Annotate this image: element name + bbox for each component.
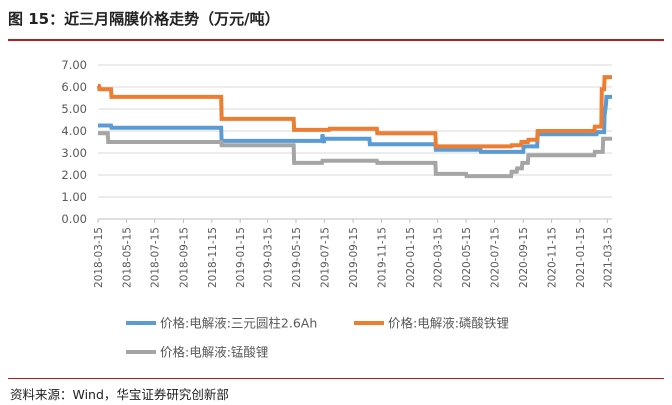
legend-label: 价格:电解液:磷酸铁锂: [388, 316, 509, 331]
x-tick-label: 2020-05-15: [461, 227, 473, 288]
figure-title: 图 15：近三月隔膜价格走势（万元/吨）: [8, 10, 280, 28]
legend-label: 价格:电解液:锰酸锂: [160, 345, 268, 360]
y-axis-ticks: 0.00 1.00 2.00 3.00 4.00 5.00 6.00 7.00: [61, 58, 87, 226]
x-tick-label: 2018-07-15: [150, 227, 162, 288]
gridlines: [98, 64, 612, 198]
series-line-2: [96, 75, 612, 149]
legend-label: 价格:电解液:三元圆柱2.6Ah: [160, 316, 317, 331]
x-tick-label: 2021-01-15: [575, 227, 587, 288]
x-tick-label: 2019-11-15: [376, 227, 388, 288]
source-divider: [8, 378, 664, 379]
x-tick-label: 2019-09-15: [348, 227, 360, 288]
x-tick-label: 2019-05-15: [291, 227, 303, 288]
source-note: 资料来源：Wind，华宝证券研究创新部: [10, 387, 229, 402]
x-tick-label: 2019-03-15: [263, 227, 275, 288]
y-tick-label: 5.00: [61, 102, 87, 116]
y-tick-label: 7.00: [61, 58, 87, 72]
x-tick-label: 2019-01-15: [235, 227, 247, 288]
x-tick-label: 2018-09-15: [179, 227, 191, 288]
x-tick-label: 2021-03-15: [602, 227, 614, 288]
y-tick-label: 6.00: [61, 80, 87, 94]
x-tick-label: 2020-03-15: [433, 227, 445, 288]
x-tick-label: 2020-09-15: [518, 227, 530, 288]
x-tick-label: 2018-05-15: [121, 227, 133, 288]
price-line-chart: 0.00 1.00 2.00 3.00 4.00 5.00 6.00 7.00 2018-03…: [61, 58, 614, 360]
y-tick-label: 4.00: [61, 124, 87, 138]
title-divider: [8, 39, 664, 41]
y-tick-label: 0.00: [61, 212, 87, 226]
x-tick-label: 2018-03-15: [93, 227, 105, 288]
y-tick-label: 3.00: [61, 146, 87, 160]
x-tick-label: 2019-07-15: [319, 227, 331, 288]
x-tick-label: 2020-07-15: [489, 227, 501, 288]
y-tick-label: 1.00: [61, 190, 87, 204]
x-tick-label: 2020-11-15: [547, 227, 559, 288]
series-line-1: [98, 94, 612, 154]
x-tick-label: 2018-11-15: [207, 227, 219, 288]
series-lines: [96, 75, 612, 179]
x-axis-ticks: 2018-03-15 2018-05-15 2018-07-15 2018-09-15…: [93, 219, 614, 288]
x-tick-label: 2020-01-15: [405, 227, 417, 288]
series-line-3: [98, 131, 612, 179]
y-tick-label: 2.00: [61, 168, 87, 182]
